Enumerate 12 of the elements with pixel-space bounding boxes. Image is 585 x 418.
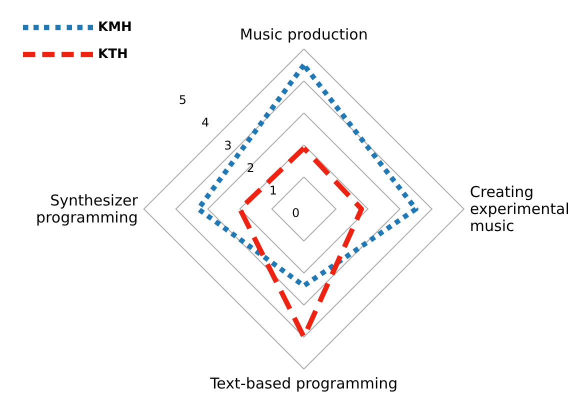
y-tick-label: 0 (292, 206, 300, 220)
y-tick-label: 1 (269, 184, 278, 198)
spoke-label: Creating experimental music (470, 183, 570, 235)
legend-label: KMH (98, 20, 132, 35)
spoke-label: Text-based programming (209, 374, 398, 392)
y-tick-label: 3 (224, 138, 232, 152)
y-tick-label: 4 (201, 116, 210, 130)
legend-label: KTH (98, 47, 128, 62)
spoke-label: Music production (240, 26, 368, 44)
spoke-label: Synthesizer programming (36, 192, 139, 226)
y-tick-label: 5 (178, 93, 186, 108)
y-tick-label: 2 (246, 160, 254, 175)
